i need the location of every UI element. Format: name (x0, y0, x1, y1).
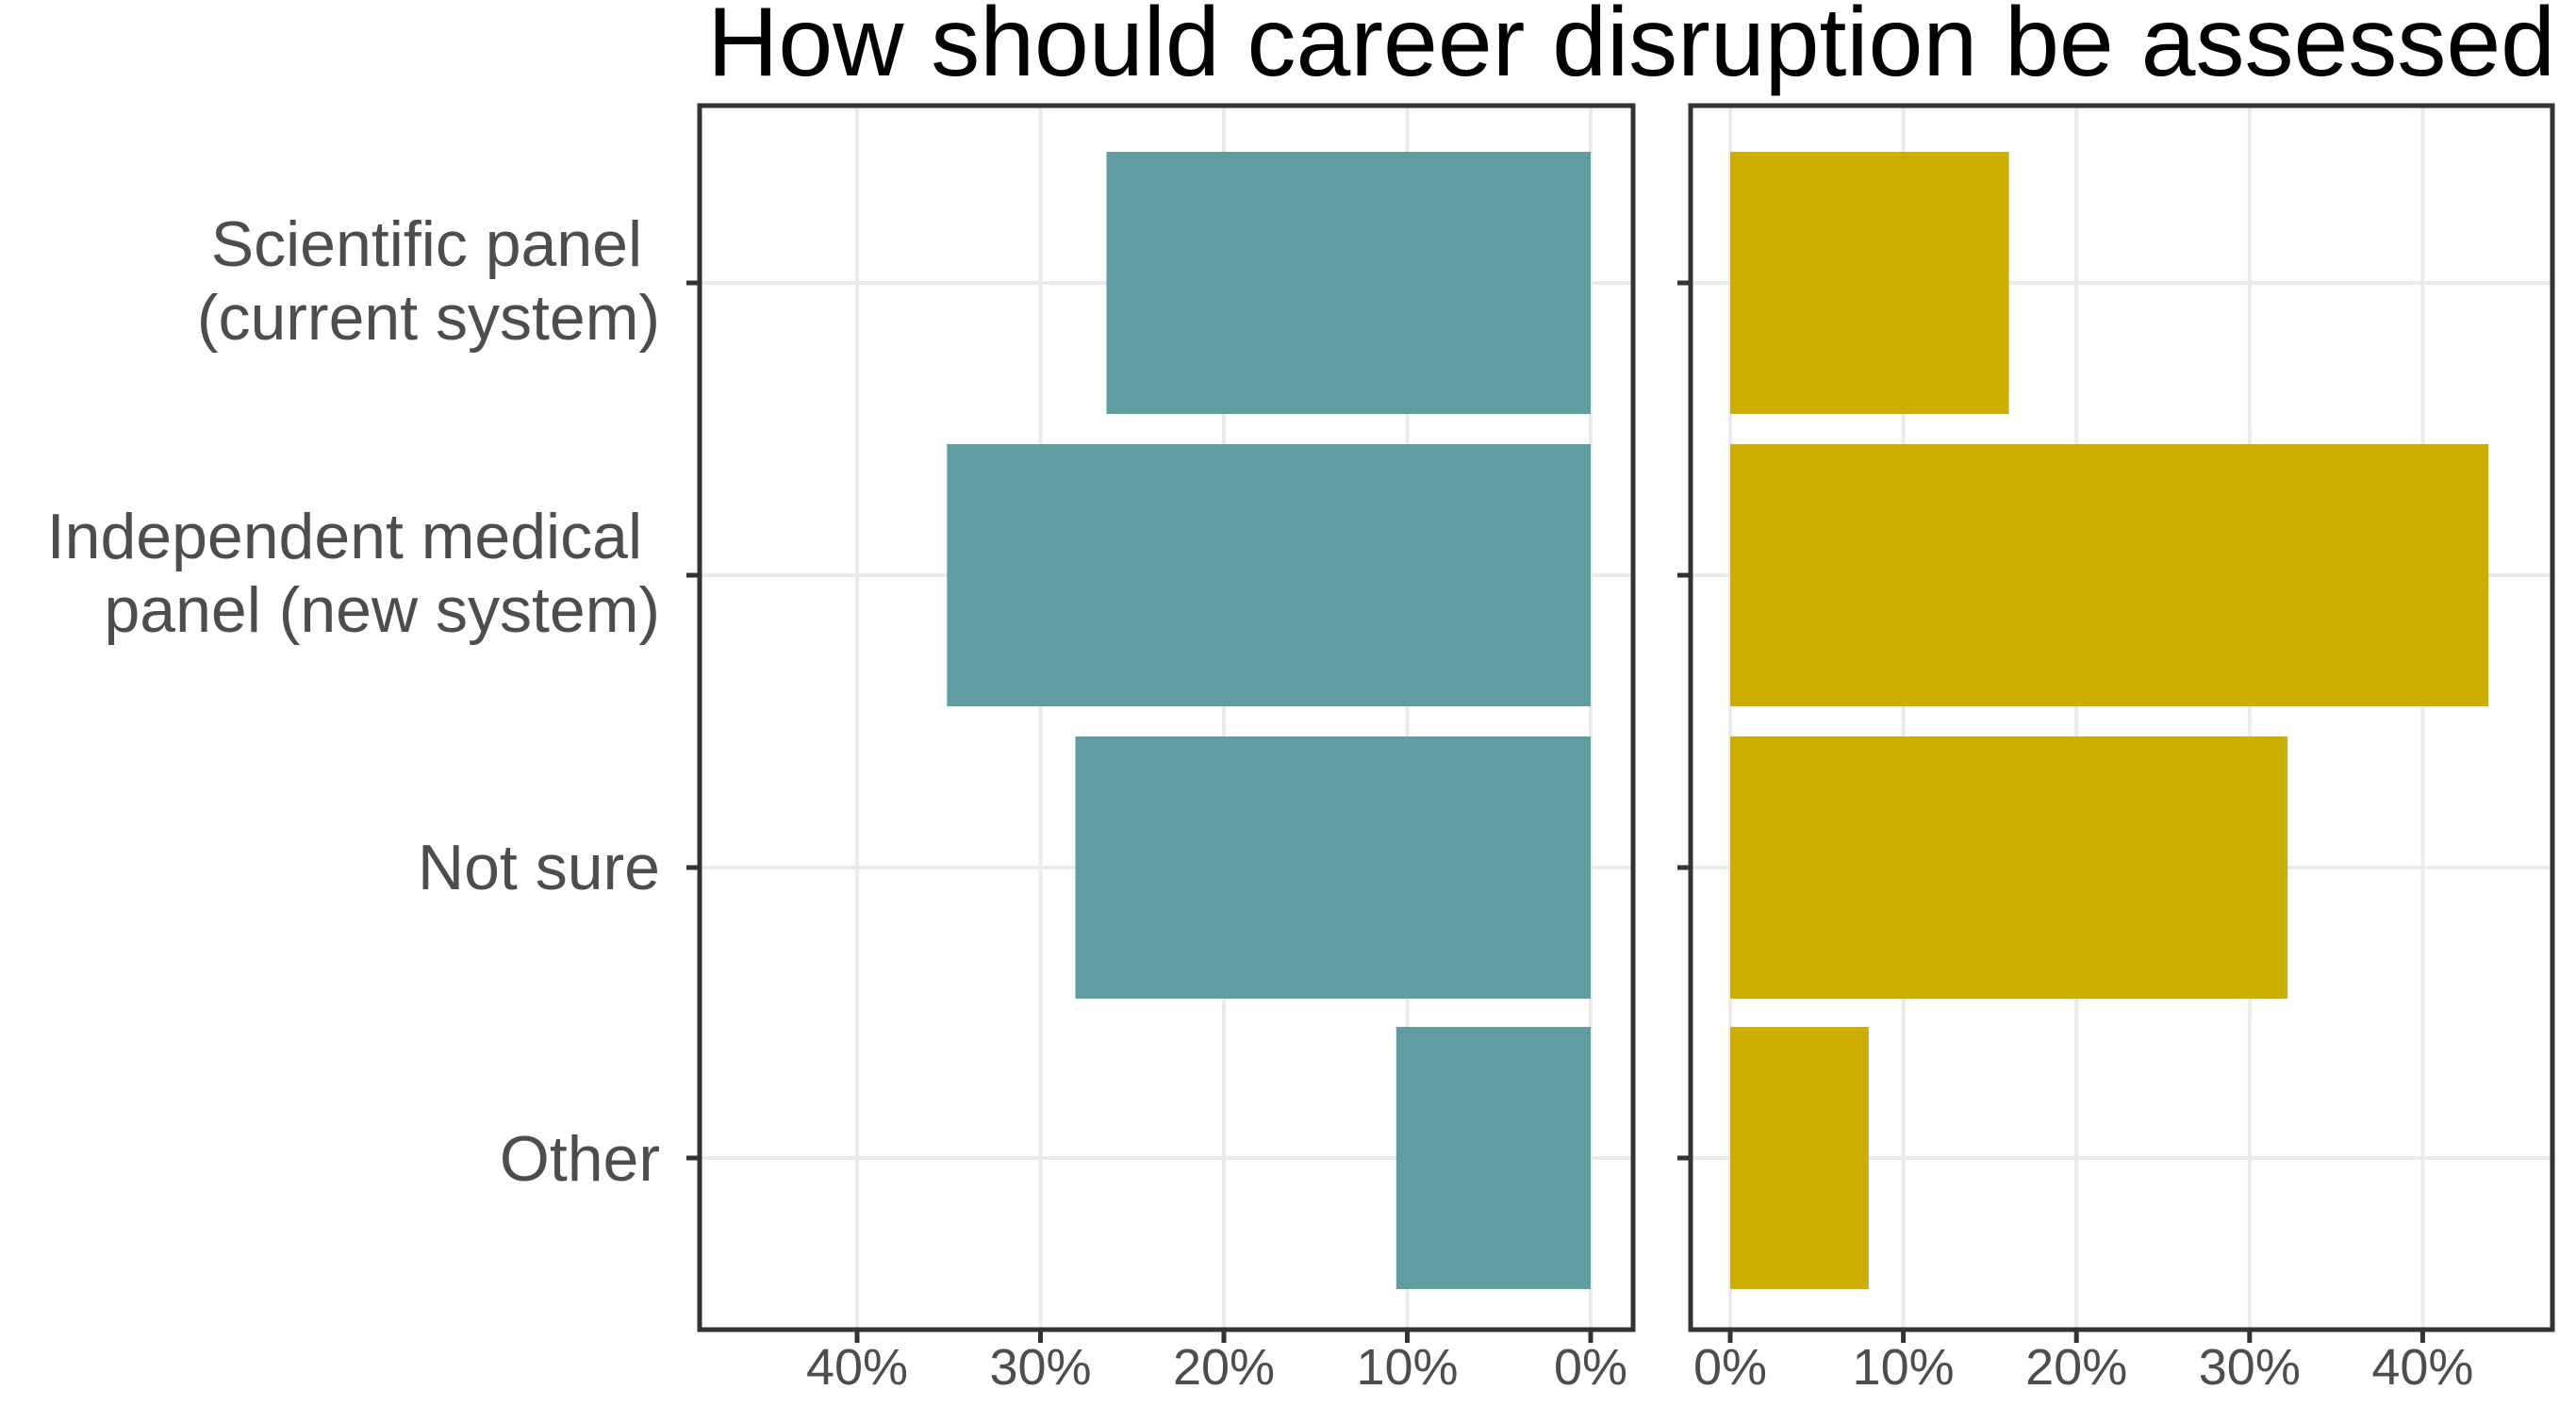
left-x-tick-label-0: 0% (1554, 1339, 1627, 1396)
category-label-independent-medical-panel: Independent medical panel (new system) (47, 501, 660, 646)
left-x-tick-label-40: 40% (806, 1339, 908, 1396)
y-axis-labels: Scientific panel (current system) Indepe… (47, 208, 660, 1195)
left-bar-scientific-panel-current-system (1106, 152, 1591, 414)
category-label-line: panel (new system) (104, 574, 660, 646)
category-label-not-sure: Not sure (418, 832, 660, 903)
right-bar-independent-medical-panel-new-system (1730, 444, 2489, 706)
left-panel-y-ticks (686, 280, 700, 1161)
category-label-scientific-panel: Scientific panel (current system) (197, 208, 660, 354)
right-x-tick-label-0: 0% (1693, 1339, 1767, 1396)
right-panel-x-axis: 0% 10% 20% 30% 40% (1693, 1330, 2473, 1396)
left-bar-independent-medical-panel-new-system (947, 444, 1591, 706)
left-bar-other (1395, 1027, 1591, 1289)
right-x-tick-label-40: 40% (2371, 1339, 2473, 1396)
right-panel-frame (1688, 103, 2555, 1332)
left-bar-not-sure (1075, 736, 1591, 999)
right-bar-scientific-panel-current-system (1730, 152, 2009, 414)
category-label-line: Independent medical (47, 501, 642, 572)
right-panel-bars (1730, 152, 2489, 1289)
right-panel: 0% 10% 20% 30% 40% (1677, 103, 2555, 1396)
right-x-tick-label-30: 30% (2199, 1339, 2301, 1396)
left-x-tick-label-30: 30% (989, 1339, 1091, 1396)
category-label-line: Not sure (418, 832, 660, 903)
category-label-line: (current system) (197, 282, 660, 354)
left-panel-x-axis: 40% 30% 20% 10% 0% (806, 1330, 1627, 1396)
left-x-tick-label-10: 10% (1356, 1339, 1458, 1396)
category-label-other: Other (500, 1123, 660, 1195)
left-panel-bars (947, 152, 1591, 1289)
right-x-tick-label-20: 20% (2025, 1339, 2127, 1396)
chart-title: How should career disruption be assessed (707, 0, 2555, 97)
left-panel: 40% 30% 20% 10% 0% (686, 103, 1636, 1396)
category-label-line: Other (500, 1123, 660, 1195)
left-x-tick-label-20: 20% (1173, 1339, 1275, 1396)
right-bar-other (1730, 1027, 1869, 1289)
right-x-tick-label-10: 10% (1853, 1339, 1955, 1396)
right-panel-y-ticks (1677, 280, 1691, 1161)
category-label-line: Scientific panel (211, 208, 642, 280)
right-bar-not-sure (1730, 736, 2288, 999)
left-panel-frame (697, 103, 1636, 1332)
